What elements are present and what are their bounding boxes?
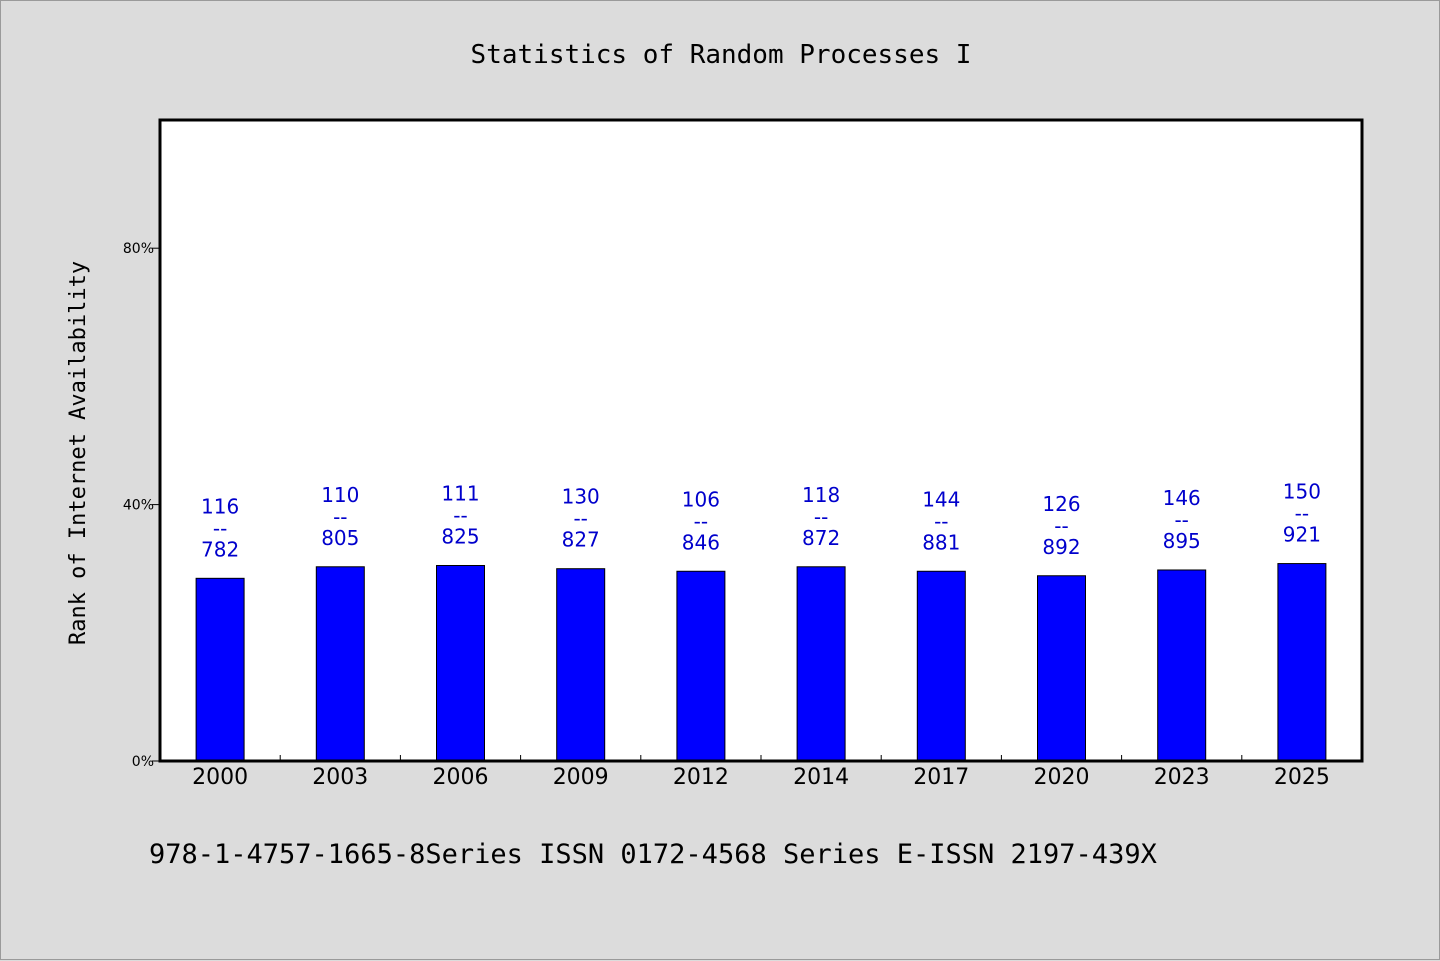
y-axis-ticks: 0% 40% 80% — [123, 241, 160, 770]
bar-2009 — [556, 568, 606, 762]
data-label-bottom-2000: 782 — [201, 537, 239, 561]
data-label-bottom-2025: 921 — [1283, 523, 1321, 547]
data-label-bottom-2009: 827 — [562, 528, 600, 552]
data-label-sep-2012: -- — [694, 509, 708, 533]
x-tick-label-2009: 2009 — [553, 765, 609, 790]
data-label-bottom-2003: 805 — [321, 526, 359, 550]
data-label-top-2012: 106 — [682, 487, 720, 511]
data-label-sep-2000: -- — [213, 516, 227, 540]
data-label-top-2000: 116 — [201, 494, 239, 518]
data-label-sep-2023: -- — [1174, 508, 1188, 532]
x-tick-label-2020: 2020 — [1034, 765, 1090, 790]
data-label-top-2020: 126 — [1042, 492, 1080, 516]
x-tick-label-2017: 2017 — [913, 765, 969, 790]
bar-2020 — [1037, 575, 1086, 762]
bar-2025 — [1277, 563, 1327, 762]
data-label-bottom-2014: 872 — [802, 526, 840, 550]
data-label-bottom-2020: 892 — [1042, 535, 1080, 559]
data-label-top-2006: 111 — [441, 481, 479, 505]
data-label-sep-2014: -- — [814, 505, 828, 529]
data-labels-layer: 116--782110--805111--825130--827106--846… — [201, 480, 1321, 562]
chart-title: Statistics of Random Processes I — [471, 40, 972, 70]
x-tick-label-2012: 2012 — [673, 765, 729, 790]
data-label-sep-2020: -- — [1054, 514, 1068, 538]
data-label-top-2003: 110 — [321, 483, 359, 507]
data-label-top-2025: 150 — [1283, 480, 1321, 504]
data-label-sep-2003: -- — [333, 505, 347, 529]
bar-2006 — [436, 564, 485, 762]
bar-2014 — [796, 566, 846, 762]
y-axis-label: Rank of Internet Availability — [66, 261, 91, 645]
data-label-top-2014: 118 — [802, 483, 840, 507]
x-tick-label-2025: 2025 — [1274, 765, 1330, 790]
data-label-bottom-2012: 846 — [682, 530, 720, 554]
bar-2000 — [195, 577, 245, 762]
x-tick-label-2006: 2006 — [433, 765, 489, 790]
data-label-sep-2009: -- — [573, 507, 587, 531]
y-tick-label-80pct: 80% — [123, 241, 154, 257]
bar-2012 — [676, 570, 726, 762]
bar-2017 — [916, 570, 966, 762]
x-tick-label-2014: 2014 — [793, 765, 849, 790]
data-label-sep-2017: -- — [934, 509, 948, 533]
bars-layer — [195, 563, 1327, 762]
y-tick-label-0pct: 0% — [132, 754, 154, 770]
plot-border — [158, 118, 1364, 763]
x-tick-label-2000: 2000 — [192, 765, 248, 790]
data-label-top-2023: 146 — [1163, 486, 1201, 510]
data-label-sep-2006: -- — [453, 503, 467, 527]
y-tick-label-40pct: 40% — [123, 498, 154, 514]
data-label-sep-2025: -- — [1295, 502, 1309, 526]
x-tick-label-2003: 2003 — [312, 765, 368, 790]
data-label-top-2009: 130 — [562, 485, 600, 509]
data-label-top-2017: 144 — [922, 487, 960, 511]
x-axis-ticks: 2000 2003 2006 2009 2012 2014 2017 2020 2023 2025 — [192, 755, 1330, 790]
data-label-bottom-2023: 895 — [1163, 529, 1201, 553]
footer-isbn-issn: 978-1-4757-1665-8Series ISSN 0172-4568 S… — [149, 839, 1157, 870]
bar-2003 — [315, 566, 365, 762]
data-label-bottom-2006: 825 — [441, 524, 479, 548]
x-tick-label-2023: 2023 — [1154, 765, 1210, 790]
data-label-bottom-2017: 881 — [922, 530, 960, 554]
bar-2023 — [1157, 569, 1207, 762]
